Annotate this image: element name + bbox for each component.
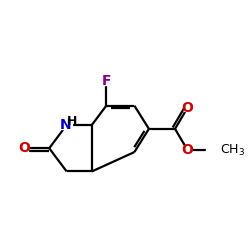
Bar bbox=[20, 144, 28, 152]
Text: H: H bbox=[67, 115, 78, 128]
Bar bbox=[184, 146, 191, 154]
Text: O: O bbox=[182, 143, 194, 157]
Text: N: N bbox=[60, 118, 71, 132]
Bar bbox=[206, 146, 223, 154]
Bar bbox=[61, 121, 72, 129]
Text: F: F bbox=[102, 74, 111, 88]
Bar bbox=[184, 104, 191, 111]
Text: O: O bbox=[182, 100, 194, 114]
Bar bbox=[103, 78, 110, 85]
Text: CH$_3$: CH$_3$ bbox=[220, 142, 245, 158]
Text: O: O bbox=[18, 141, 30, 155]
